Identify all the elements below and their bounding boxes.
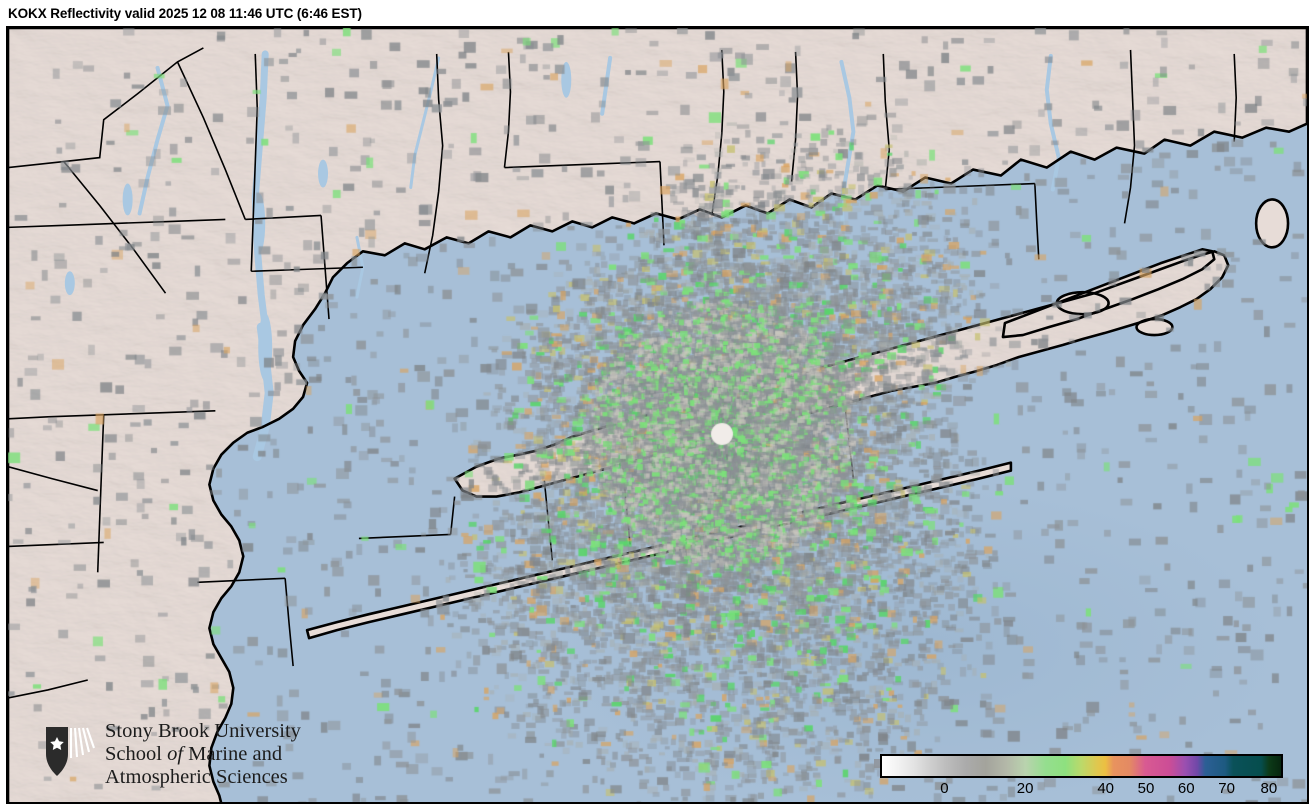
colorbar-tick-80: 80 bbox=[1260, 780, 1278, 797]
colorbar-tick-labels: 0 20 40 50 60 70 80 bbox=[880, 780, 1283, 802]
colorbar-tick-20: 20 bbox=[1016, 780, 1034, 797]
colorbar-tick-60: 60 bbox=[1177, 780, 1195, 797]
page-title: KOKX Reflectivity valid 2025 12 08 11:46… bbox=[8, 5, 362, 21]
stray-echo-pixel bbox=[874, 759, 883, 768]
colorbar-tick-50: 50 bbox=[1137, 780, 1155, 797]
title-bar: KOKX Reflectivity valid 2025 12 08 11:46… bbox=[0, 0, 1316, 26]
colorbar-gradient bbox=[882, 756, 1281, 776]
terrain-hillshade bbox=[8, 28, 1307, 802]
colorbar-tick-70: 70 bbox=[1218, 780, 1235, 797]
map-frame[interactable]: Stony Brook University School of Marine … bbox=[6, 26, 1309, 804]
geography-layer bbox=[8, 28, 1307, 802]
colorbar-tick-0: 0 bbox=[940, 780, 949, 797]
map-canvas: Stony Brook University School of Marine … bbox=[8, 28, 1307, 802]
colorbar-tick-40: 40 bbox=[1097, 780, 1115, 797]
reflectivity-colorbar bbox=[880, 754, 1283, 778]
colorbar-group: 0 20 40 50 60 70 80 bbox=[874, 728, 1294, 797]
